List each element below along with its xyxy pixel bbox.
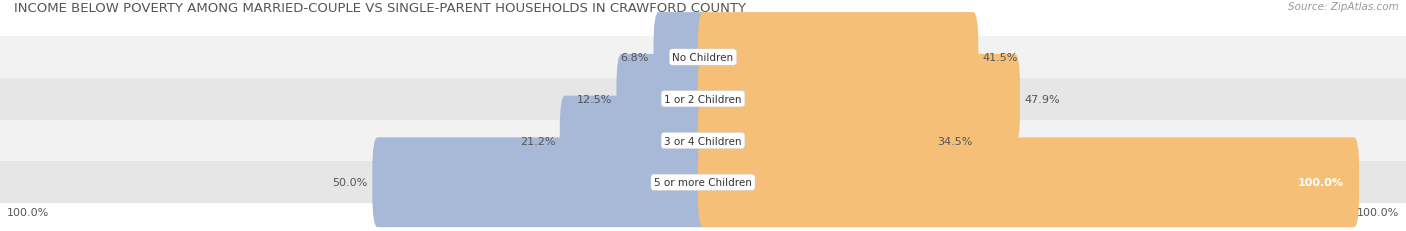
Text: 3 or 4 Children: 3 or 4 Children (664, 136, 742, 146)
Text: 41.5%: 41.5% (983, 53, 1018, 63)
Text: Source: ZipAtlas.com: Source: ZipAtlas.com (1288, 2, 1399, 12)
Text: 100.0%: 100.0% (1357, 207, 1399, 218)
Text: 100.0%: 100.0% (7, 207, 49, 218)
Text: 21.2%: 21.2% (520, 136, 555, 146)
Text: 6.8%: 6.8% (620, 53, 650, 63)
Text: 34.5%: 34.5% (938, 136, 973, 146)
Bar (0, 37, 1406, 79)
FancyBboxPatch shape (654, 13, 709, 103)
FancyBboxPatch shape (697, 138, 1360, 227)
Text: 5 or more Children: 5 or more Children (654, 177, 752, 188)
FancyBboxPatch shape (697, 55, 1019, 144)
FancyBboxPatch shape (616, 55, 709, 144)
Text: 1 or 2 Children: 1 or 2 Children (664, 94, 742, 104)
Bar (0, 162, 1406, 203)
FancyBboxPatch shape (697, 96, 932, 186)
Text: 47.9%: 47.9% (1025, 94, 1060, 104)
Text: 50.0%: 50.0% (333, 177, 368, 188)
FancyBboxPatch shape (373, 138, 709, 227)
Text: INCOME BELOW POVERTY AMONG MARRIED-COUPLE VS SINGLE-PARENT HOUSEHOLDS IN CRAWFOR: INCOME BELOW POVERTY AMONG MARRIED-COUPL… (14, 2, 747, 15)
Bar (0, 120, 1406, 162)
Text: 100.0%: 100.0% (1298, 177, 1344, 188)
FancyBboxPatch shape (697, 13, 979, 103)
Text: No Children: No Children (672, 53, 734, 63)
Bar (0, 79, 1406, 120)
FancyBboxPatch shape (560, 96, 709, 186)
Text: 12.5%: 12.5% (576, 94, 612, 104)
